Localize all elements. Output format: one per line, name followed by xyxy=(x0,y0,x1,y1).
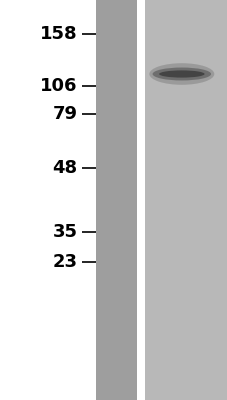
Ellipse shape xyxy=(149,63,213,85)
Bar xyxy=(144,0,227,400)
Text: 79: 79 xyxy=(52,105,77,123)
Ellipse shape xyxy=(158,70,204,78)
Text: 35: 35 xyxy=(52,223,77,241)
Text: 106: 106 xyxy=(40,77,77,95)
Text: 23: 23 xyxy=(52,253,77,271)
Bar xyxy=(95,0,136,400)
Text: 158: 158 xyxy=(40,25,77,43)
Text: 48: 48 xyxy=(52,159,77,177)
Ellipse shape xyxy=(152,68,210,80)
Bar xyxy=(136,0,144,400)
